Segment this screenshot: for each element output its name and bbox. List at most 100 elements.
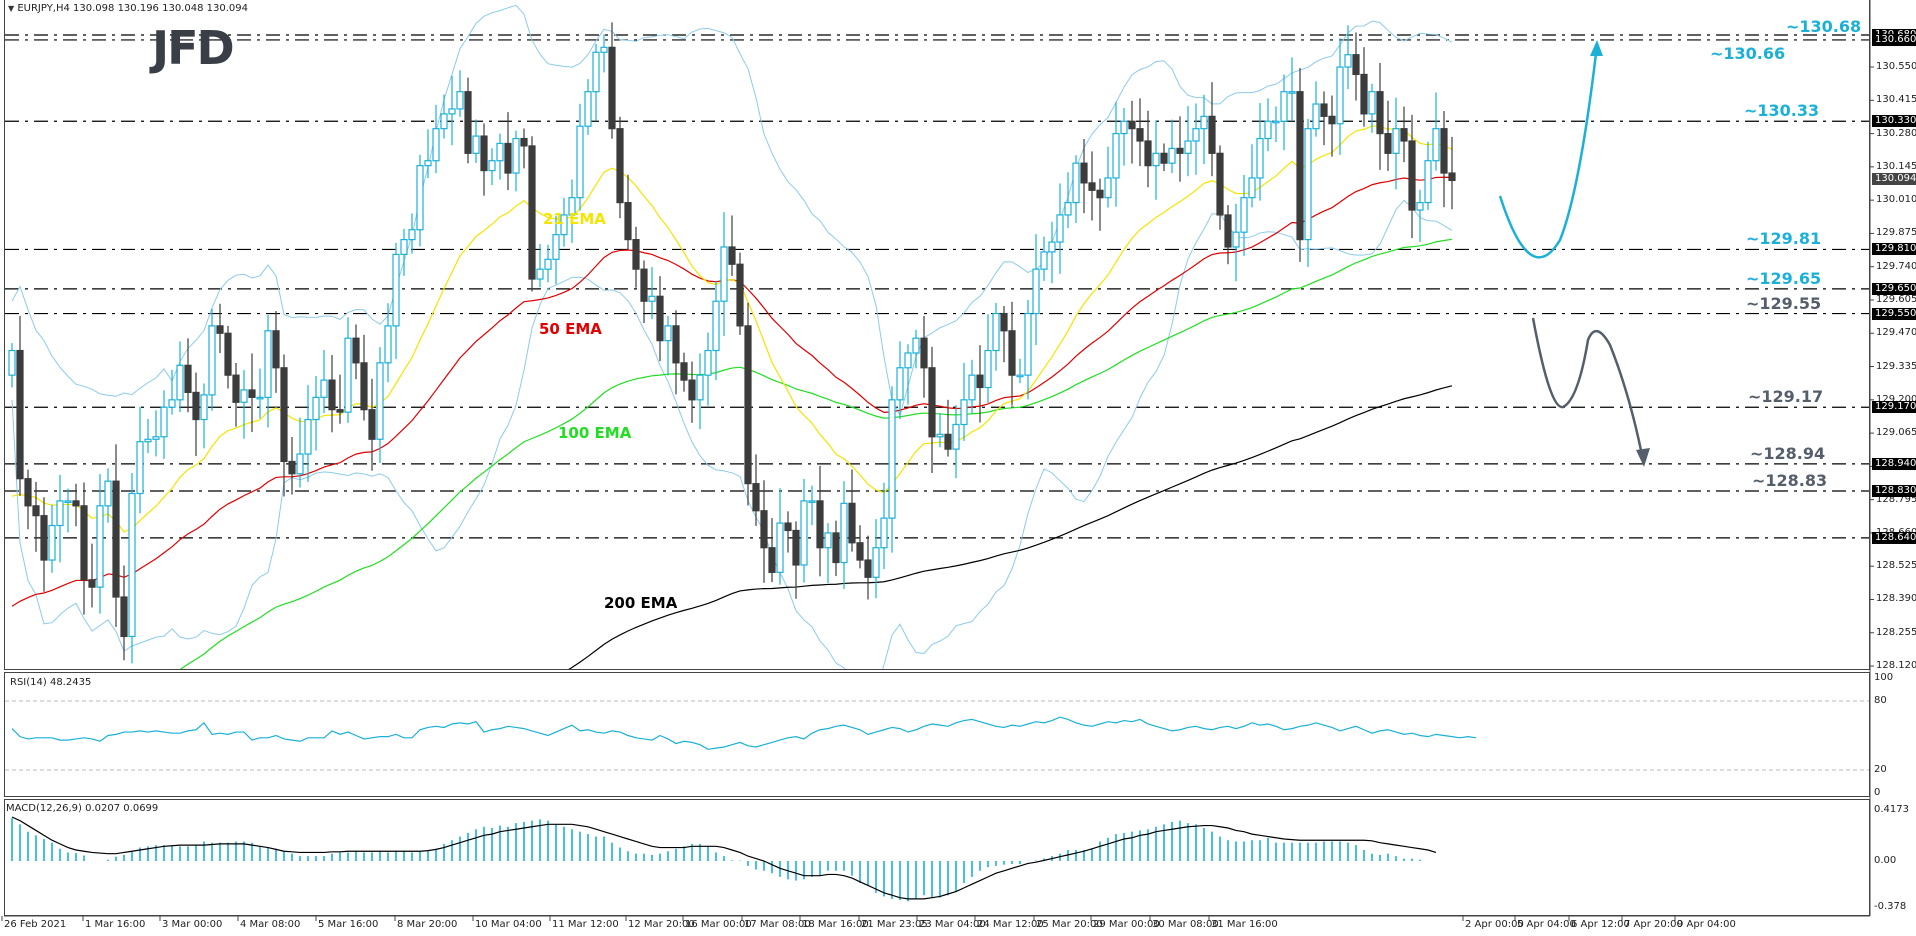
candle bbox=[584, 91, 592, 127]
candle bbox=[1288, 91, 1296, 94]
price-level-tag: 129.170 bbox=[1872, 401, 1916, 414]
candle bbox=[216, 325, 224, 334]
candle bbox=[432, 128, 440, 162]
macd-axis-label: 0.4173 bbox=[1874, 804, 1909, 815]
time-tick-label: 17 Mar 08:00 bbox=[744, 919, 811, 930]
candle bbox=[1424, 160, 1432, 204]
candle bbox=[1384, 133, 1392, 154]
candle bbox=[1392, 128, 1400, 154]
level-label: ~129.65 bbox=[1746, 268, 1822, 288]
candle bbox=[32, 505, 40, 517]
price-tick-label: 129.335 bbox=[1876, 360, 1916, 372]
chart-header: ▼ EURJPY,H4 130.098 130.196 130.048 130.… bbox=[8, 3, 248, 14]
price-tick-label: 129.200 bbox=[1876, 393, 1916, 405]
price-tick-label: 130.010 bbox=[1876, 194, 1916, 206]
jfd-logo: JFD bbox=[152, 21, 235, 75]
candle bbox=[80, 505, 88, 581]
price-tick-label: 130.145 bbox=[1876, 160, 1916, 172]
price-tick-label: 130.415 bbox=[1876, 94, 1916, 106]
time-tick-label: 18 Mar 16:00 bbox=[802, 919, 869, 930]
candle bbox=[1360, 73, 1368, 115]
candle bbox=[1240, 197, 1248, 233]
candle bbox=[512, 137, 520, 174]
candle bbox=[480, 135, 488, 172]
rsi-panel[interactable] bbox=[4, 672, 1870, 797]
time-tick-label: 16 Mar 00:00 bbox=[685, 919, 752, 930]
candle bbox=[456, 91, 464, 110]
macd-axis-label: 0.00 bbox=[1874, 855, 1897, 866]
candle bbox=[264, 330, 272, 398]
candle bbox=[1168, 147, 1176, 164]
candle bbox=[536, 268, 544, 280]
candle bbox=[1144, 140, 1152, 167]
rsi-axis-label: 80 bbox=[1874, 695, 1887, 706]
candle bbox=[920, 337, 928, 369]
candle bbox=[944, 433, 952, 450]
bearish-scenario-arrow bbox=[1531, 317, 1645, 461]
time-tick-label: 11 Mar 12:00 bbox=[552, 919, 619, 930]
candle bbox=[1216, 152, 1224, 216]
symbol-ohlc-label: EURJPY,H4 130.098 130.196 130.048 130.09… bbox=[17, 3, 248, 14]
candle bbox=[1344, 54, 1352, 68]
level-label: ~130.66 bbox=[1710, 43, 1786, 63]
candle bbox=[72, 500, 80, 507]
candle bbox=[1352, 54, 1360, 76]
candle bbox=[88, 579, 96, 588]
price-chart-panel[interactable] bbox=[4, 0, 1870, 670]
candle bbox=[504, 142, 512, 174]
time-tick-label: 25 Mar 20:00 bbox=[1036, 919, 1103, 930]
candle bbox=[848, 502, 856, 544]
candle bbox=[632, 238, 640, 270]
candle bbox=[904, 352, 912, 369]
candle bbox=[624, 202, 632, 241]
candle bbox=[40, 515, 48, 561]
ema-label: 100 EMA bbox=[558, 424, 632, 442]
candle bbox=[488, 160, 496, 172]
time-tick-label: 7 Apr 20:00 bbox=[1624, 919, 1683, 930]
candle bbox=[120, 596, 128, 638]
candle bbox=[1056, 214, 1064, 243]
price-level-tag: 129.810 bbox=[1872, 243, 1916, 256]
candle bbox=[880, 517, 888, 549]
candle bbox=[1080, 162, 1088, 184]
candle bbox=[224, 332, 232, 376]
candle bbox=[560, 214, 568, 236]
level-label: ~129.55 bbox=[1746, 293, 1822, 313]
candle bbox=[752, 483, 760, 512]
candle bbox=[984, 349, 992, 389]
price-level-tag: 129.650 bbox=[1872, 282, 1916, 295]
candle bbox=[968, 374, 976, 401]
candle bbox=[496, 142, 504, 162]
current-price-tag: 130.094 bbox=[1872, 173, 1916, 186]
candle bbox=[376, 362, 384, 440]
price-tick-label: 130.280 bbox=[1876, 127, 1916, 139]
candle bbox=[872, 547, 880, 578]
time-tick-label: 4 Mar 08:00 bbox=[240, 919, 301, 930]
price-level-tag: 130.660 bbox=[1872, 33, 1916, 46]
bullish-scenario-arrow bbox=[1498, 44, 1599, 259]
time-tick-label: 10 Mar 04:00 bbox=[475, 919, 542, 930]
candle bbox=[1200, 115, 1208, 130]
candle bbox=[592, 51, 600, 93]
candle bbox=[672, 325, 680, 364]
price-tick-label: 128.390 bbox=[1876, 593, 1916, 605]
candle bbox=[1072, 162, 1080, 204]
price-tick-label: 128.525 bbox=[1876, 560, 1916, 572]
candle bbox=[936, 433, 944, 438]
candle bbox=[1440, 128, 1448, 174]
candle bbox=[1320, 103, 1328, 117]
price-tick-label: 129.740 bbox=[1876, 260, 1916, 272]
candle bbox=[520, 137, 528, 147]
candle bbox=[976, 374, 984, 389]
candle bbox=[960, 399, 968, 426]
candle bbox=[16, 349, 24, 480]
candle bbox=[1416, 202, 1424, 211]
collapse-triangle-icon[interactable]: ▼ bbox=[8, 4, 15, 13]
candle bbox=[736, 263, 744, 327]
candle bbox=[8, 349, 16, 376]
candle bbox=[576, 125, 584, 199]
candle bbox=[928, 367, 936, 438]
candle bbox=[568, 197, 576, 216]
candle bbox=[1136, 128, 1144, 142]
